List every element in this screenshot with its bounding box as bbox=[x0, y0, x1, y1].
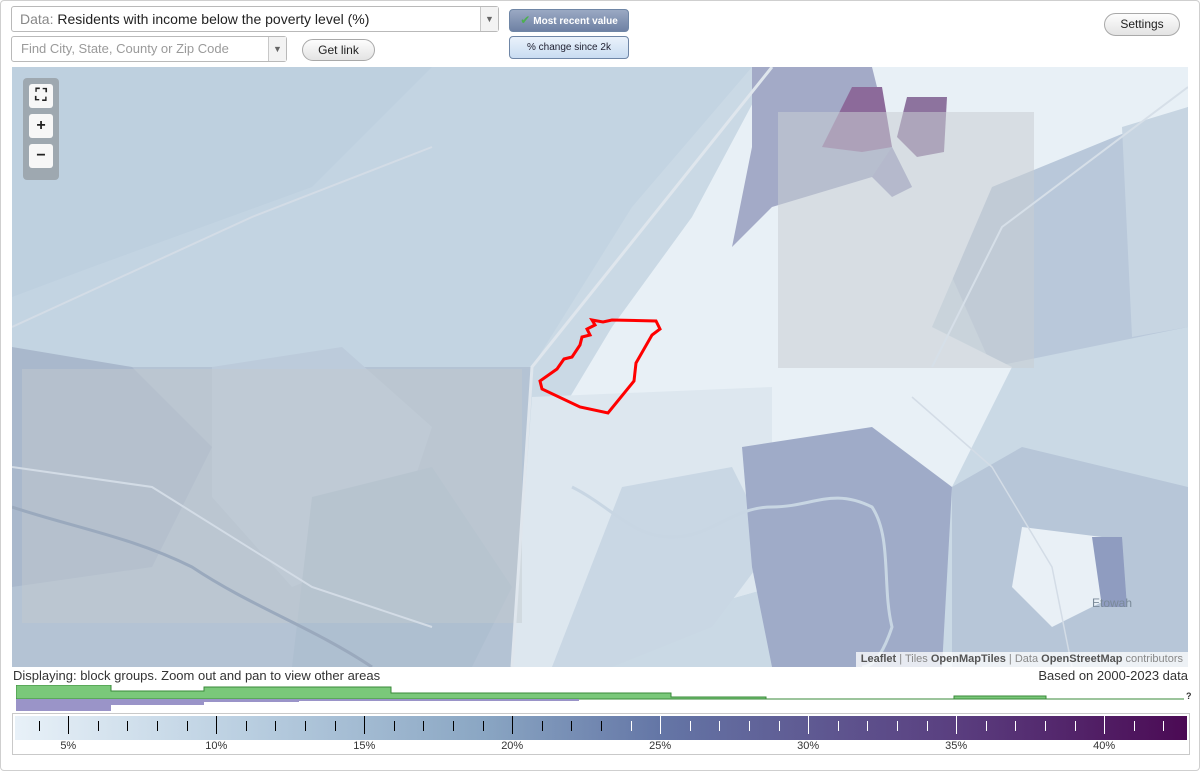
legend-minor-tick bbox=[1015, 721, 1017, 731]
data-variable-select[interactable]: Data: Residents with income below the po… bbox=[11, 6, 499, 32]
openmaptiles-link[interactable]: OpenMapTiles bbox=[930, 653, 1006, 665]
legend-minor-tick bbox=[127, 721, 129, 731]
legend-tick-label: 15% bbox=[353, 740, 376, 752]
legend-minor-tick bbox=[334, 721, 336, 731]
legend-minor-tick bbox=[1074, 721, 1076, 731]
legend-minor-tick bbox=[482, 721, 484, 731]
contributors-text: contributors bbox=[1125, 653, 1183, 665]
legend-major-tick bbox=[1104, 716, 1106, 734]
legend-major-tick bbox=[512, 716, 514, 734]
legend-major-tick bbox=[808, 716, 810, 734]
legend-minor-tick bbox=[186, 721, 188, 731]
legend-tick-label: 40% bbox=[1093, 740, 1116, 752]
legend-tick-label: 20% bbox=[501, 740, 524, 752]
legend-tick-label: 5% bbox=[60, 740, 77, 752]
settings-button[interactable]: Settings bbox=[1104, 13, 1180, 36]
change-since-2k-toggle[interactable]: % change since 2k bbox=[509, 36, 629, 59]
legend-minor-tick bbox=[453, 721, 455, 731]
legend-minor-tick bbox=[1044, 721, 1046, 731]
most-recent-value-toggle[interactable]: ✔ Most recent value bbox=[509, 9, 629, 32]
legend-minor-tick bbox=[1163, 721, 1165, 731]
displaying-status: Displaying: block groups. Zoom out and p… bbox=[13, 668, 381, 683]
legend-minor-tick bbox=[689, 721, 691, 731]
legend-minor-tick bbox=[38, 721, 40, 731]
legend-minor-tick bbox=[1133, 721, 1135, 731]
tiles-prefix: Tiles bbox=[904, 653, 928, 665]
legend-minor-tick bbox=[778, 721, 780, 731]
legend-major-tick bbox=[364, 716, 366, 734]
legend-minor-tick bbox=[157, 721, 159, 731]
data-select-value: Residents with income below the poverty … bbox=[57, 11, 370, 27]
legend-minor-tick bbox=[719, 721, 721, 731]
choropleth-map[interactable]: ⛶ + − Etowah Leaflet | Tiles OpenMapTile… bbox=[12, 67, 1188, 667]
legend-minor-tick bbox=[926, 721, 928, 731]
color-scale-legend: 5% 10% 15% 20% 25% 30% 35% 40% bbox=[12, 713, 1190, 755]
openstreetmap-link[interactable]: OpenStreetMap bbox=[1041, 653, 1123, 665]
legend-minor-tick bbox=[423, 721, 425, 731]
data-select-prefix: Data: bbox=[20, 11, 54, 27]
get-link-button[interactable]: Get link bbox=[302, 39, 375, 61]
legend-minor-tick bbox=[393, 721, 395, 731]
legend-minor-tick bbox=[305, 721, 307, 731]
legend-tick-label: 30% bbox=[797, 740, 820, 752]
legend-major-tick bbox=[68, 716, 70, 734]
map-attribution: Leaflet | Tiles OpenMapTiles | Data Open… bbox=[855, 652, 1188, 667]
place-label-etowah: Etowah bbox=[1092, 596, 1133, 610]
search-input[interactable] bbox=[21, 37, 261, 60]
legend-minor-tick bbox=[867, 721, 869, 731]
unknown-marker: ? bbox=[1186, 691, 1192, 701]
legend-minor-tick bbox=[275, 721, 277, 731]
map-layer bbox=[12, 67, 1188, 667]
data-prefix: Data bbox=[1014, 653, 1039, 665]
chevron-down-icon[interactable]: ▼ bbox=[480, 7, 498, 31]
legend-tick-label: 25% bbox=[649, 740, 672, 752]
legend-major-tick bbox=[216, 716, 218, 734]
zoom-out-button[interactable]: − bbox=[29, 144, 53, 168]
legend-minor-tick bbox=[601, 721, 602, 731]
legend-minor-tick bbox=[837, 721, 839, 731]
fullscreen-icon[interactable]: ⛶ bbox=[29, 84, 53, 108]
legend-tick-label: 35% bbox=[945, 740, 968, 752]
most-recent-label: Most recent value bbox=[533, 16, 618, 27]
selected-area-outline bbox=[538, 317, 662, 415]
legend-major-tick bbox=[956, 716, 958, 734]
legend-minor-tick bbox=[541, 721, 543, 731]
map-zoom-control: ⛶ + − bbox=[23, 78, 59, 180]
legend-minor-tick bbox=[896, 721, 898, 731]
legend-minor-tick bbox=[630, 721, 632, 731]
legend-minor-tick bbox=[97, 721, 99, 731]
distribution-histogram: ? bbox=[16, 685, 1192, 711]
leaflet-link[interactable]: Leaflet bbox=[860, 653, 897, 665]
legend-minor-tick bbox=[748, 721, 750, 731]
legend-tick-label: 10% bbox=[205, 740, 228, 752]
legend-minor-tick bbox=[571, 721, 573, 731]
legend-major-tick bbox=[660, 716, 662, 734]
legend-minor-tick bbox=[985, 721, 987, 731]
chevron-down-icon[interactable]: ▼ bbox=[268, 37, 286, 61]
location-search-field[interactable]: ▼ bbox=[11, 36, 287, 62]
data-years-note: Based on 2000-2023 data bbox=[1038, 668, 1188, 683]
legend-minor-tick bbox=[245, 721, 247, 731]
checkmark-icon: ✔ bbox=[520, 13, 531, 27]
zoom-in-button[interactable]: + bbox=[29, 114, 53, 138]
